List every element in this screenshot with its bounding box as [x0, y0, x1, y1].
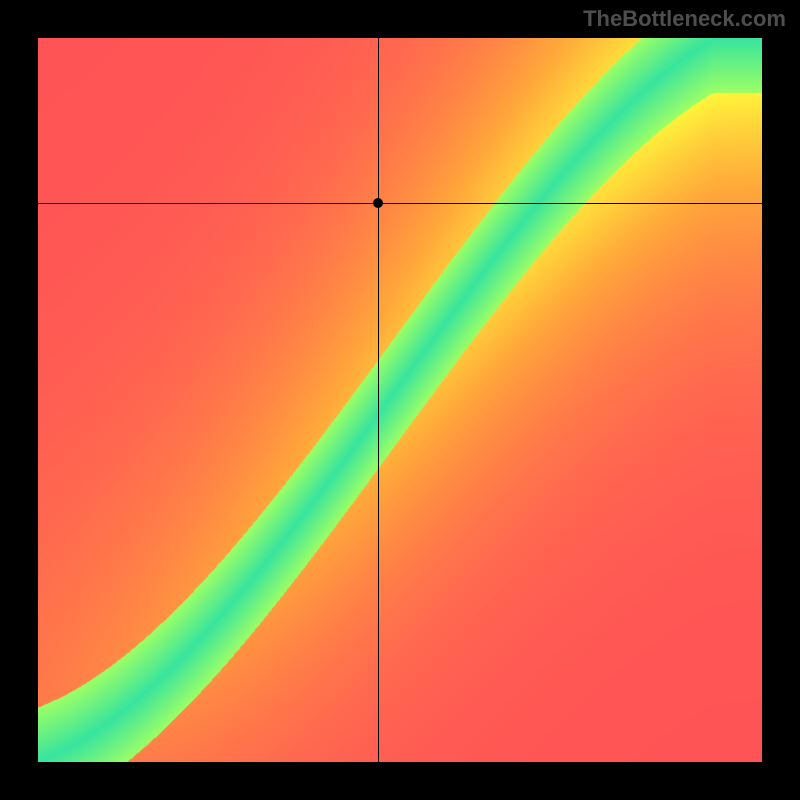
watermark-text: TheBottleneck.com	[583, 6, 786, 32]
crosshair-vertical	[378, 38, 379, 762]
crosshair-horizontal	[38, 203, 762, 204]
crosshair-marker	[373, 198, 383, 208]
plot-area	[38, 38, 762, 762]
heatmap-canvas	[38, 38, 762, 762]
